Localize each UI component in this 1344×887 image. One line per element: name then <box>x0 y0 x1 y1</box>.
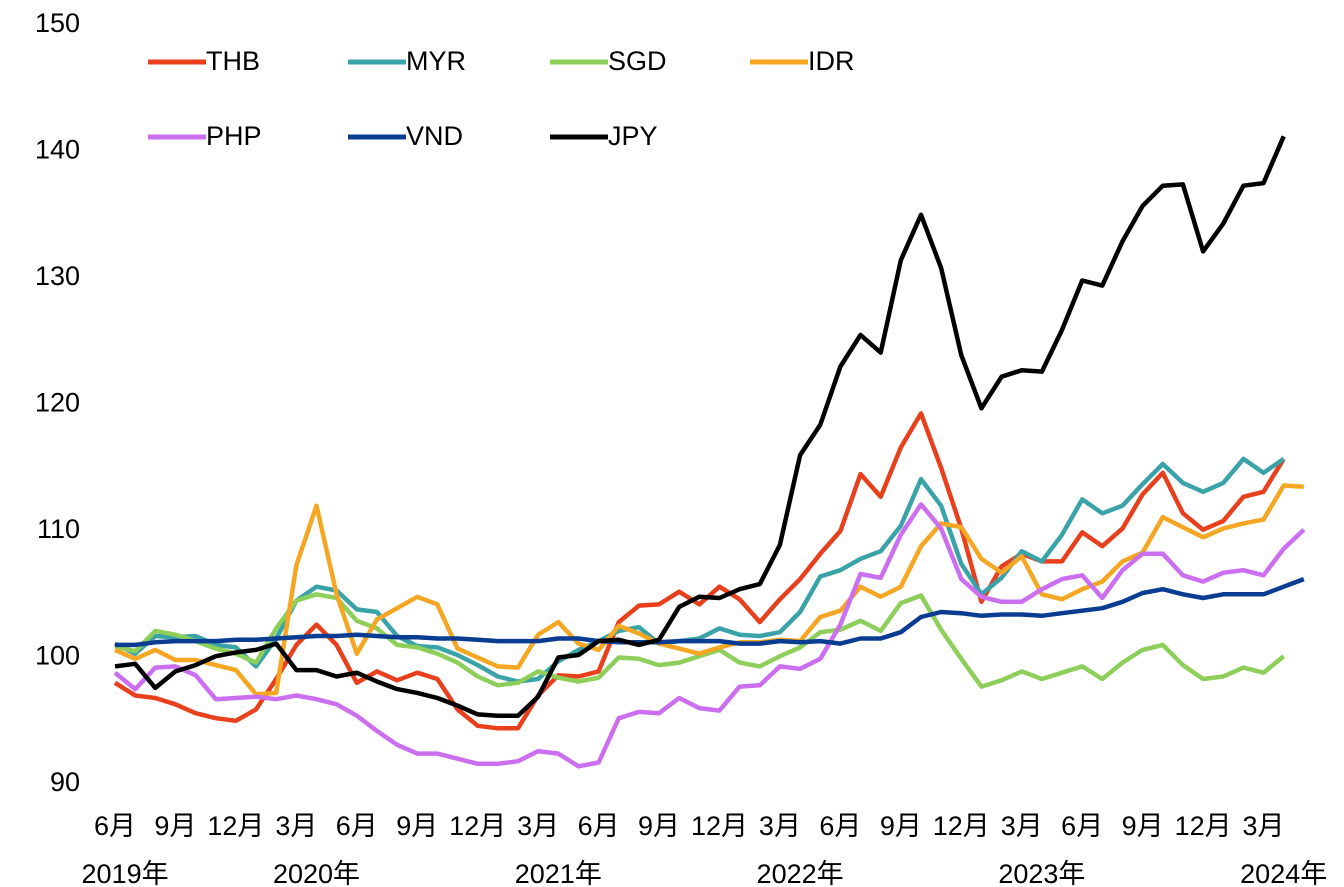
x-tick-label: 9月 <box>880 811 922 841</box>
x-group-label: 2022年 <box>757 859 844 887</box>
legend-label: PHP <box>206 121 262 151</box>
x-tick-label: 9月 <box>154 811 196 841</box>
y-tick-label: 140 <box>35 135 80 165</box>
y-tick-label: 130 <box>35 261 80 291</box>
legend-label: IDR <box>808 46 855 76</box>
x-tick-label: 9月 <box>1122 811 1164 841</box>
y-tick-label: 90 <box>50 767 80 797</box>
x-tick-label: 12月 <box>1175 811 1232 841</box>
x-tick-label: 12月 <box>207 811 264 841</box>
line-series <box>115 576 1305 648</box>
legend-label: VND <box>406 121 463 151</box>
x-tick-label: 6月 <box>578 811 620 841</box>
x-tick-label: 6月 <box>336 811 378 841</box>
y-tick-label: 110 <box>37 514 80 544</box>
x-group-label: 2019年 <box>82 859 169 887</box>
x-group-label: 2024年 <box>1240 859 1327 887</box>
x-tick-label: 3月 <box>1243 811 1285 841</box>
x-tick-label: 6月 <box>94 811 136 841</box>
line-series <box>114 483 1304 697</box>
legend-label: SGD <box>608 46 667 76</box>
line-series <box>113 456 1285 684</box>
x-tick-label: 12月 <box>691 811 748 841</box>
x-group-label: 2020年 <box>273 859 360 887</box>
line-series <box>113 502 1306 769</box>
x-tick-label: 6月 <box>819 811 861 841</box>
y-tick-label: 100 <box>35 641 80 671</box>
x-tick-label: 3月 <box>1001 811 1043 841</box>
legend-label: JPY <box>608 121 658 151</box>
x-tick-label: 9月 <box>638 811 680 841</box>
y-tick-label: 150 <box>35 8 80 38</box>
x-group-label: 2023年 <box>998 859 1085 887</box>
x-tick-label: 3月 <box>517 811 559 841</box>
x-tick-label: 6月 <box>1061 811 1103 841</box>
x-tick-label: 9月 <box>396 811 438 841</box>
x-tick-label: 12月 <box>449 811 506 841</box>
x-group-label: 2021年 <box>515 859 602 887</box>
line-series <box>114 135 1286 718</box>
x-tick-label: 3月 <box>759 811 801 841</box>
x-tick-label: 12月 <box>933 811 990 841</box>
line-series <box>114 592 1286 689</box>
legend-label: THB <box>206 46 260 76</box>
line-series <box>113 411 1286 731</box>
legend-label: MYR <box>406 46 466 76</box>
y-tick-label: 120 <box>35 388 80 418</box>
x-tick-label: 3月 <box>275 811 317 841</box>
